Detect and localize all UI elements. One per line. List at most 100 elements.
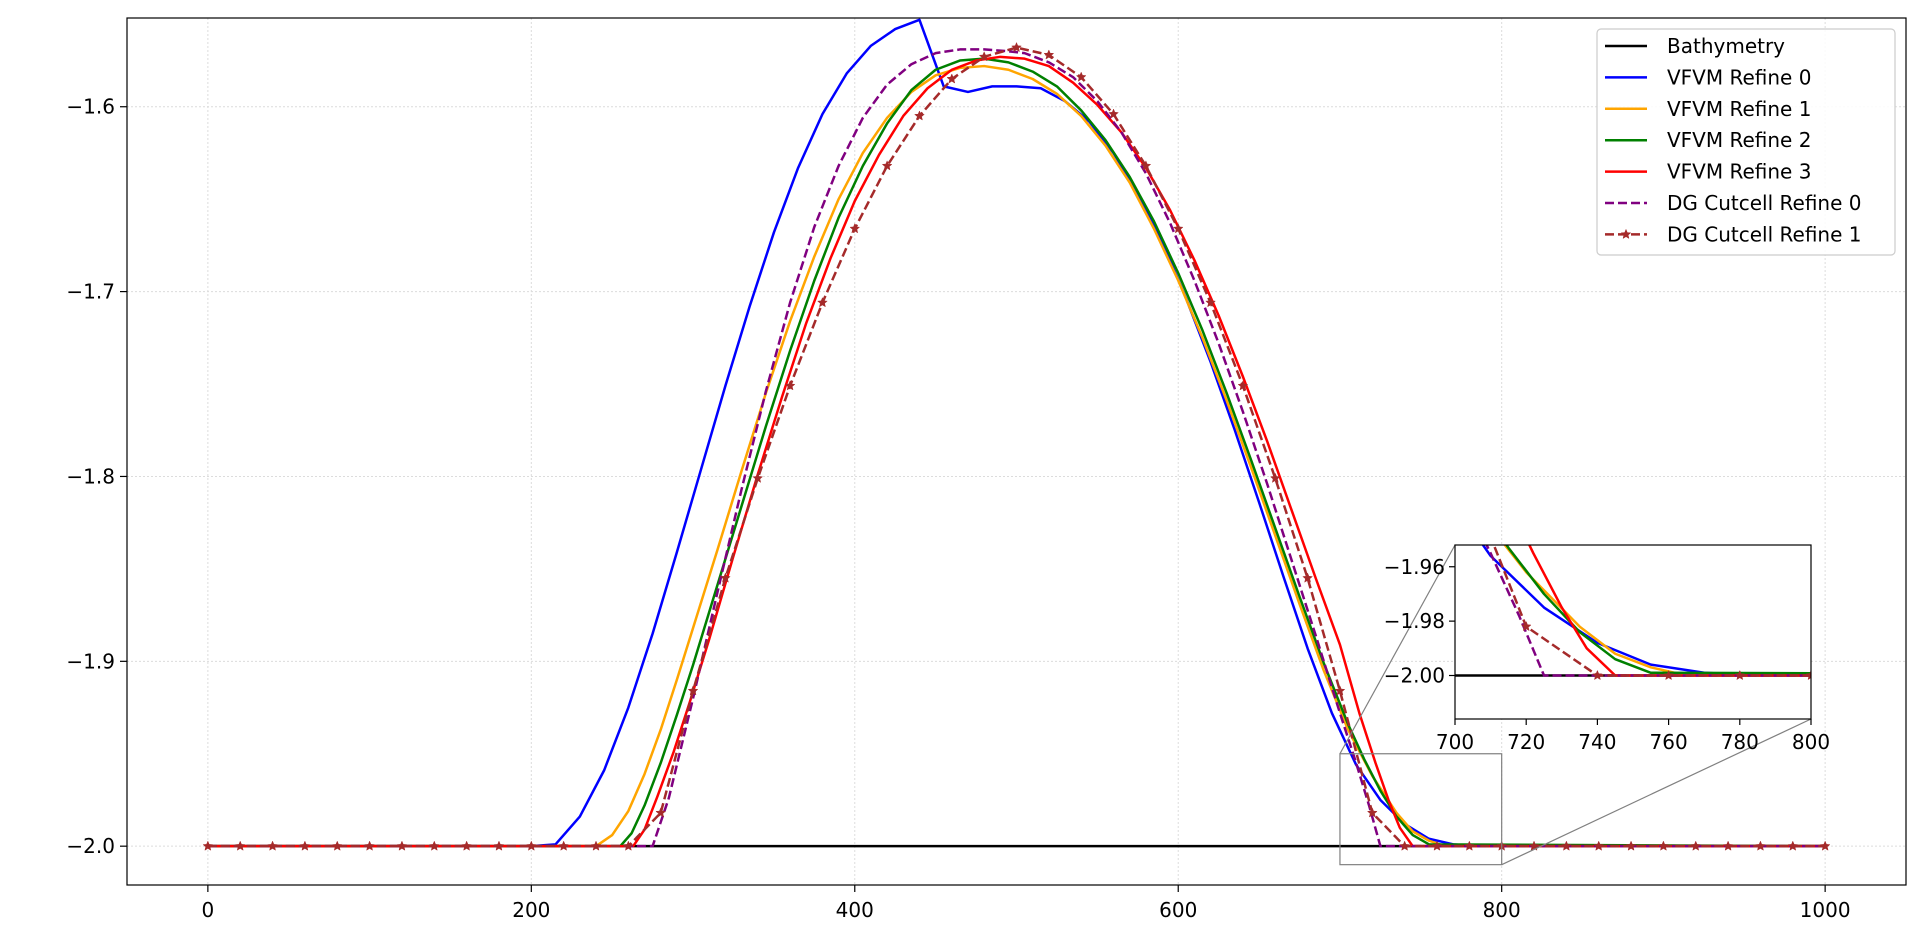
series-point (1463, 840, 1475, 851)
x-tick-label: 1000 (1800, 898, 1851, 922)
series-point (687, 685, 699, 696)
series-point (849, 223, 861, 234)
series-line-3 (207, 57, 1826, 848)
series-point (331, 840, 343, 851)
x-tick-label: 0 (201, 898, 214, 922)
series-point (428, 840, 440, 851)
series-point (752, 472, 764, 483)
y-tick-label: −1.6 (66, 95, 115, 119)
series-point (202, 840, 214, 851)
series-line-4 (207, 55, 1826, 848)
series-layer (202, 18, 1831, 851)
legend-box (1596, 28, 1896, 256)
zoom-connector-line (1339, 544, 1456, 755)
legend-label: DG Cutcell Refine 0 (1667, 191, 1861, 215)
series-point (1787, 840, 1799, 851)
inset-y-tick-label: −2.00 (1384, 664, 1445, 688)
inset-x-tick-label: 780 (1721, 730, 1759, 754)
series-point (817, 297, 828, 308)
series-point (622, 840, 634, 851)
series-point (299, 840, 311, 851)
inset-background (1455, 545, 1811, 719)
inset-series-point (169, 129, 179, 138)
series-point (1625, 840, 1637, 851)
series-point (1366, 807, 1378, 818)
series-point (1075, 71, 1087, 82)
series-point (720, 572, 731, 583)
x-tick-label: 400 (836, 898, 874, 922)
plot-frame (126, 17, 1907, 886)
series-point (978, 51, 990, 62)
series-point (655, 807, 667, 818)
series-point (784, 380, 796, 391)
series-point (1658, 840, 1669, 851)
zoom-indicator (1339, 544, 1812, 866)
legend-label: VFVM Refine 2 (1667, 128, 1811, 152)
series-point (1722, 840, 1734, 851)
inset-frame (1454, 544, 1812, 720)
series-point (525, 840, 537, 851)
inset-series-point (1877, 671, 1887, 680)
series-point (590, 840, 602, 851)
inset-series-point (1592, 669, 1603, 681)
axes-frame (126, 17, 1907, 886)
legend-label: Bathymetry (1667, 34, 1785, 58)
series-point (1593, 840, 1605, 851)
inset-x-tick-label: 800 (1792, 730, 1830, 754)
series-point (1237, 380, 1249, 391)
series-point (1011, 41, 1022, 53)
series-group (202, 18, 1831, 851)
legend-label: VFVM Refine 0 (1667, 65, 1811, 89)
y-tick-label: −2.0 (66, 834, 115, 858)
inset-series-point (26, 442, 36, 451)
inset-series-point (1734, 669, 1746, 681)
inset-x-tick-label: 760 (1650, 730, 1688, 754)
series-point (1140, 160, 1152, 171)
inset-series-point (240, 0, 250, 3)
inset-y-tick-label: −1.96 (1384, 555, 1445, 579)
series-point (1108, 108, 1119, 119)
series-line-5 (207, 48, 1826, 848)
series-point (946, 73, 958, 84)
x-tick-label: 800 (1483, 898, 1521, 922)
inset-series-point (1308, 129, 1318, 138)
series-point (461, 840, 472, 851)
legend-star-marker (1620, 228, 1632, 239)
series-point (1819, 840, 1831, 851)
series-point (1755, 840, 1766, 851)
zoom-rectangle (1339, 753, 1503, 866)
inset-x-tick-label: 720 (1507, 730, 1545, 754)
inset-axes: 700 720 740 760 780 800 −2.00 −1.98 −1.96 (26, 0, 1887, 754)
series-point (1302, 572, 1313, 583)
inset-x-tick-label: 740 (1578, 730, 1616, 754)
series-point (234, 840, 246, 851)
series-point (1561, 840, 1572, 851)
series-point (267, 840, 278, 851)
series-point (1172, 223, 1184, 234)
legend-label: VFVM Refine 1 (1667, 97, 1811, 121)
series-point (914, 110, 925, 121)
inset-series-group (26, 0, 1887, 681)
legend-label: DG Cutcell Refine 1 (1667, 222, 1861, 246)
series-point (1043, 49, 1055, 60)
zoom-connector-line (1501, 718, 1812, 866)
inset-series-point (1663, 669, 1674, 681)
inset-x-tick-label: 700 (1436, 730, 1474, 754)
series-point (493, 840, 505, 851)
series-point (364, 840, 375, 851)
x-tick-label: 600 (1159, 898, 1197, 922)
series-point (396, 840, 408, 851)
x-tick-label: 200 (512, 898, 550, 922)
inset-series-point (1237, 0, 1247, 3)
inset-y-tick-label: −1.98 (1384, 609, 1445, 633)
y-tick-label: −1.9 (66, 649, 115, 673)
series-point (1690, 840, 1702, 851)
inset-series-point (1520, 620, 1532, 632)
legend-label: VFVM Refine 3 (1667, 160, 1811, 184)
series-point (1431, 840, 1443, 851)
series-point (1399, 840, 1411, 851)
series-point (1269, 472, 1281, 483)
series-point (881, 160, 893, 171)
series-point (1205, 297, 1216, 308)
inset-series-point (1379, 276, 1389, 285)
